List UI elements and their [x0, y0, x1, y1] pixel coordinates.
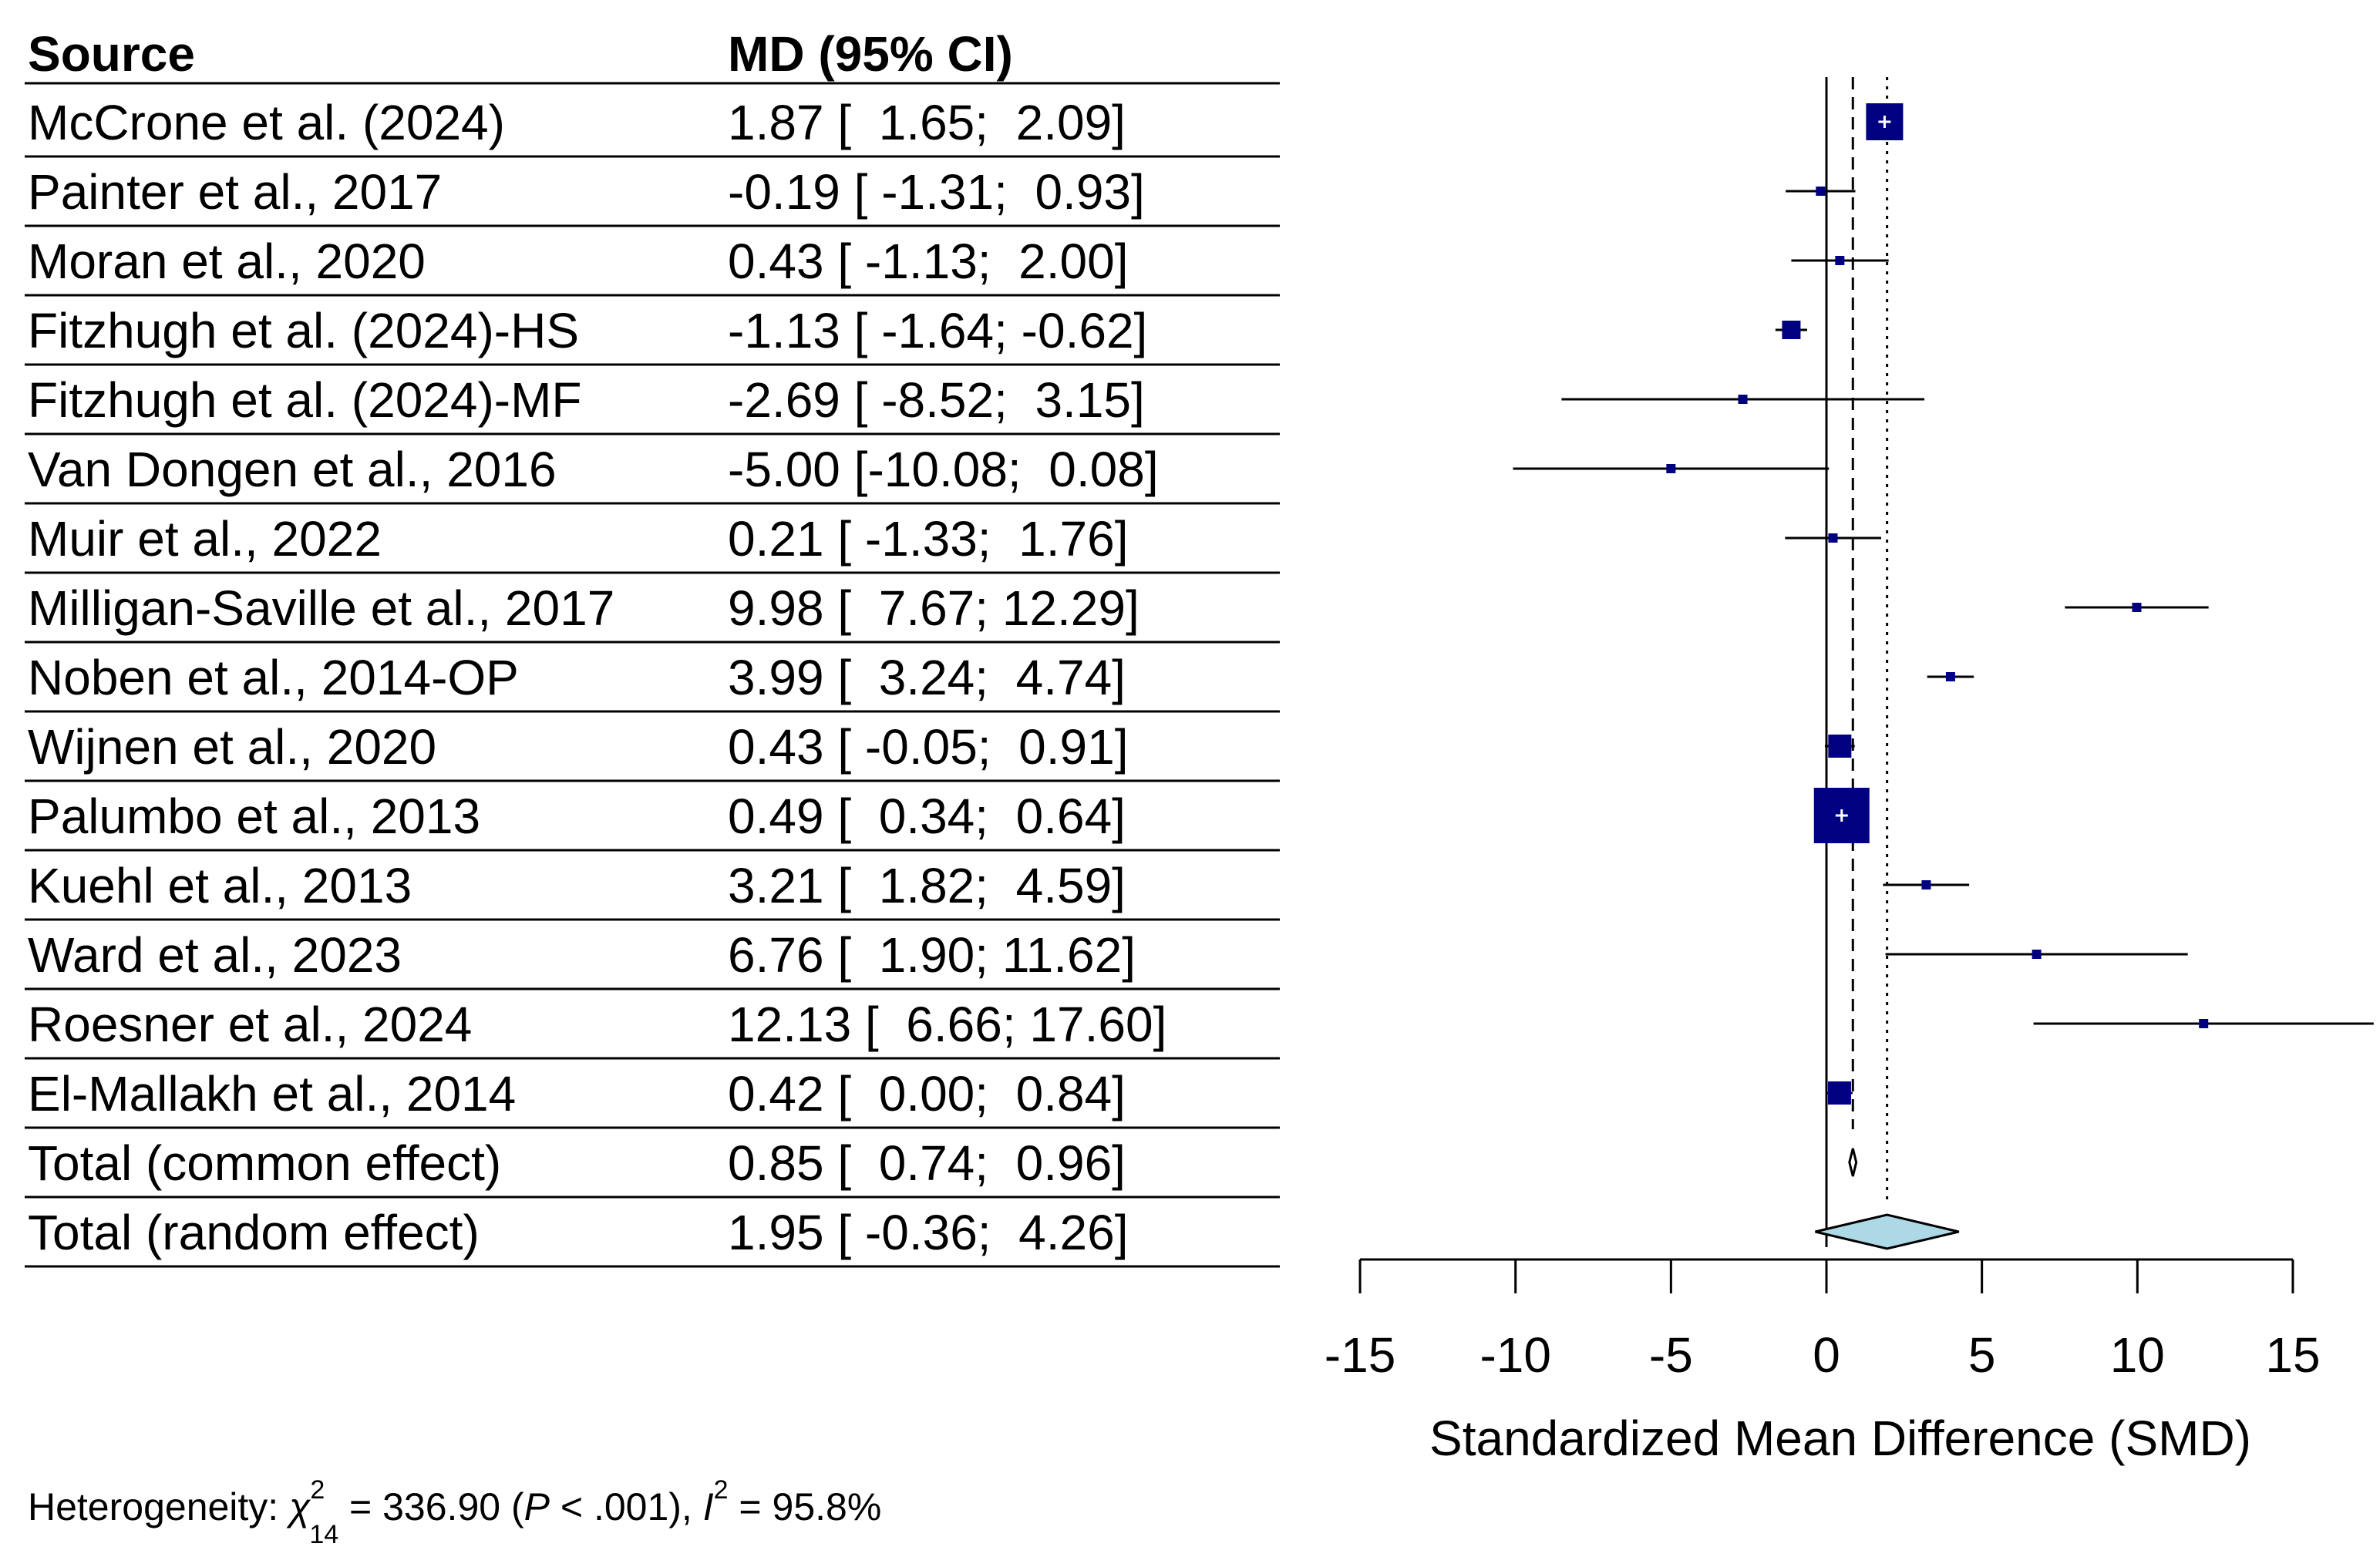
- study-estimate: 1.87 [ 1.65; 2.09]: [728, 95, 1126, 150]
- x-tick-label: 10: [2110, 1327, 2165, 1383]
- x-axis: -15 -10 -5 0 5 10 15: [1325, 1258, 2321, 1383]
- header-md-ci: MD (95% CI): [728, 26, 1013, 82]
- random-effect-diamond: [1815, 1213, 1960, 1250]
- study-name: Kuehl et al., 2013: [28, 858, 412, 913]
- het-p-text: < .001),: [550, 1485, 703, 1528]
- pooled-estimate: 1.95 [ -0.36; 4.26]: [728, 1205, 1128, 1260]
- x-axis-label: Standardized Mean Difference (SMD): [1429, 1411, 2251, 1466]
- study-rows: McCrone et al. (2024) 1.87 [ 1.65; 2.09] P…: [25, 95, 1280, 1268]
- reference-lines: [1825, 77, 1889, 1247]
- study-estimate: 0.21 [ -1.33; 1.76]: [728, 511, 1128, 567]
- het-p-symbol: P: [524, 1485, 550, 1528]
- study-name: Fitzhugh et al. (2024)-HS: [28, 303, 579, 358]
- het-i-symbol: I: [703, 1485, 714, 1528]
- effect-square: [2132, 603, 2142, 612]
- x-tick-label: -5: [1649, 1327, 1693, 1383]
- study-estimate: 0.43 [ -0.05; 0.91]: [728, 719, 1128, 775]
- study-name: Van Dongen et al., 2016: [28, 442, 557, 497]
- header-source: Source: [28, 26, 195, 82]
- effect-square: [1828, 735, 1852, 758]
- x-tick-label: 0: [1813, 1327, 1840, 1383]
- effect-square: [1835, 256, 1845, 265]
- study-name: Painter et al., 2017: [28, 164, 442, 220]
- study-estimate: -2.69 [ -8.52; 3.15]: [728, 372, 1145, 428]
- study-name: Milligan-Saville et al., 2017: [28, 580, 614, 636]
- study-name: Ward et al., 2023: [28, 927, 402, 983]
- pooled-name: Total (common effect): [28, 1135, 501, 1191]
- het-prefix: Heterogeneity:: [28, 1485, 289, 1528]
- effect-square: [1816, 187, 1826, 196]
- x-tick-label: -10: [1480, 1327, 1551, 1383]
- study-name: McCrone et al. (2024): [28, 95, 505, 150]
- pooled-name: Total (random effect): [28, 1205, 480, 1260]
- het-chi-subscript: 14: [309, 1520, 338, 1549]
- effect-square: [1782, 321, 1801, 339]
- effect-square: [1945, 672, 1955, 681]
- study-name: Wijnen et al., 2020: [28, 719, 436, 775]
- common-effect-diamond: [1848, 1148, 1858, 1177]
- study-markers: [1513, 103, 2374, 1250]
- effect-square: [2032, 950, 2042, 959]
- effect-square: [1828, 533, 1838, 543]
- study-name: Roesner et al., 2024: [28, 997, 472, 1052]
- x-tick-label: 5: [1968, 1327, 1996, 1383]
- het-chi-symbol: χ: [286, 1485, 311, 1528]
- study-estimate: 3.21 [ 1.82; 4.59]: [728, 858, 1126, 913]
- het-chi-superscript: 2: [310, 1475, 325, 1505]
- heterogeneity-stat: Heterogeneity: χ2 14 = 336.90 (P < .001),…: [28, 1475, 881, 1549]
- study-name: Noben et al., 2014-OP: [28, 650, 519, 705]
- study-estimate: 0.42 [ 0.00; 0.84]: [728, 1066, 1126, 1122]
- het-i-text: = 95.8%: [729, 1485, 882, 1528]
- het-middle: = 336.90 (: [338, 1485, 524, 1528]
- study-estimate: 6.76 [ 1.90; 11.62]: [728, 927, 1136, 983]
- study-estimate: -1.13 [ -1.64; -0.62]: [728, 303, 1147, 358]
- pooled-estimate: 0.85 [ 0.74; 0.96]: [728, 1135, 1126, 1191]
- effect-square: [1738, 395, 1748, 404]
- x-tick-label: 15: [2265, 1327, 2320, 1383]
- effect-square: [2199, 1019, 2209, 1028]
- study-name: Moran et al., 2020: [28, 234, 426, 289]
- study-name: Fitzhugh et al. (2024)-MF: [28, 372, 582, 428]
- effect-square: [1666, 464, 1676, 473]
- study-estimate: -0.19 [ -1.31; 0.93]: [728, 164, 1145, 220]
- x-tick-label: -15: [1325, 1327, 1396, 1383]
- study-estimate: 0.49 [ 0.34; 0.64]: [728, 789, 1126, 844]
- study-name: Muir et al., 2022: [28, 511, 382, 567]
- study-estimate: 3.99 [ 3.24; 4.74]: [728, 650, 1126, 705]
- effect-square: [1827, 1081, 1851, 1105]
- study-estimate: 9.98 [ 7.67; 12.29]: [728, 580, 1140, 636]
- study-estimate: -5.00 [-10.08; 0.08]: [728, 442, 1159, 497]
- study-name: Palumbo et al., 2013: [28, 789, 480, 844]
- study-name: El-Mallakh et al., 2014: [28, 1066, 516, 1122]
- het-i-superscript: 2: [714, 1475, 729, 1505]
- effect-square: [1921, 880, 1931, 889]
- study-estimate: 0.43 [ -1.13; 2.00]: [728, 234, 1128, 289]
- study-estimate: 12.13 [ 6.66; 17.60]: [728, 997, 1166, 1052]
